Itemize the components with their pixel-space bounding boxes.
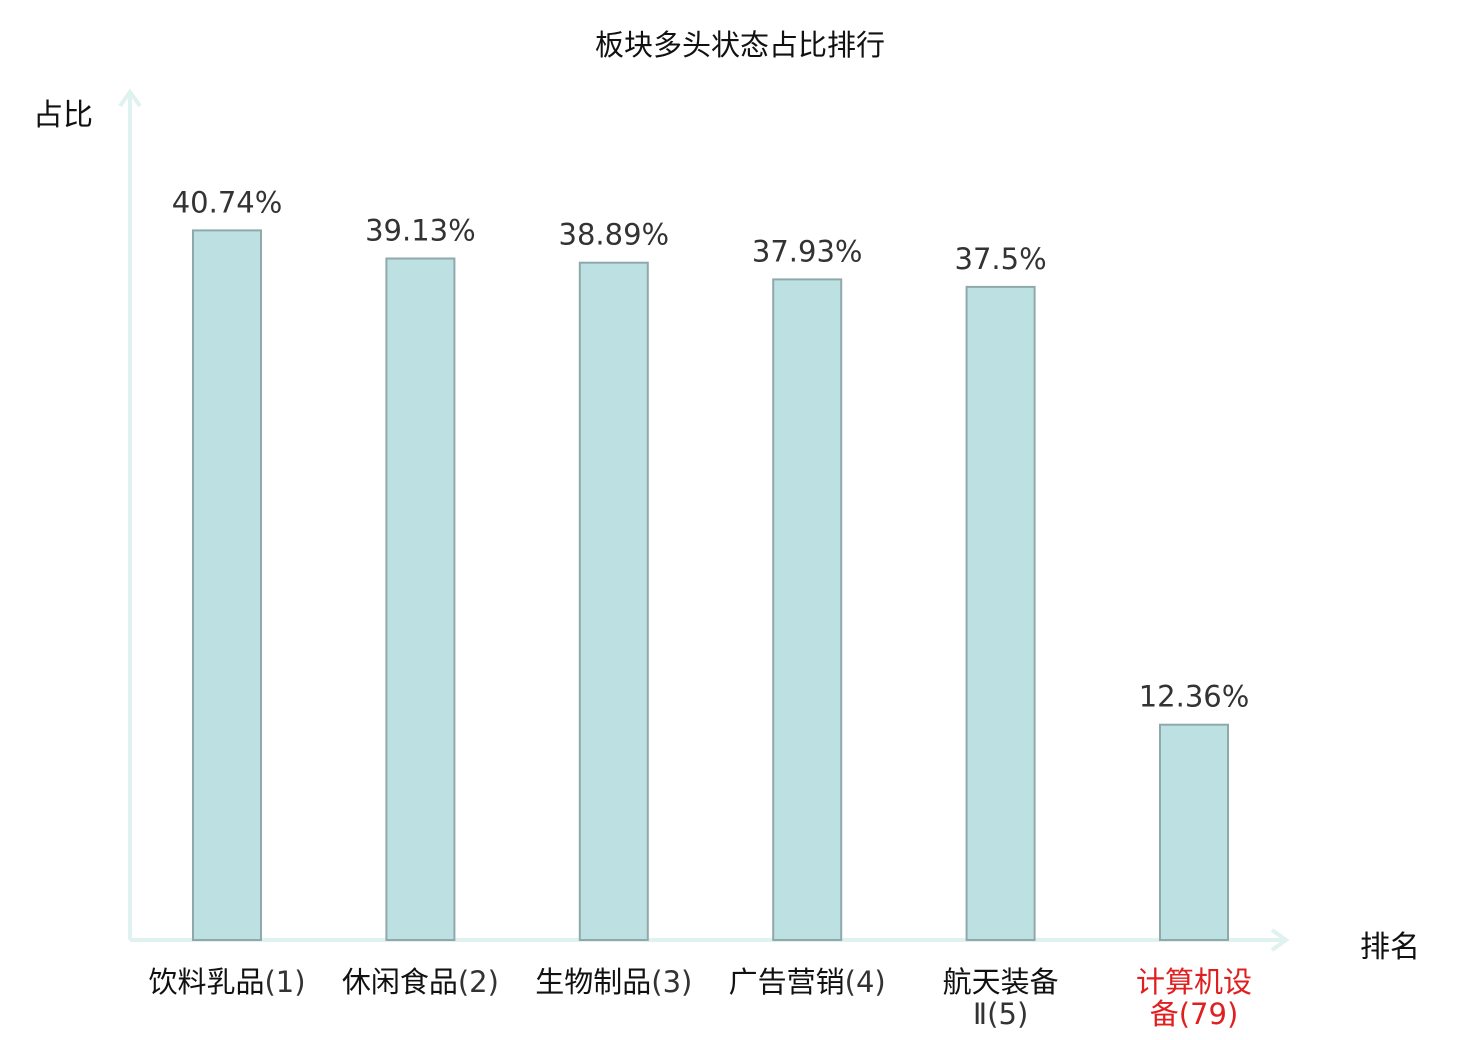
axes	[118, 88, 1290, 952]
category-name: 饮料乳品	[148, 965, 265, 999]
bar-1	[192, 229, 262, 941]
value-label-4: 37.93%	[752, 234, 863, 268]
category-name: 广告营销	[728, 965, 845, 999]
x-axis-arrow	[1270, 928, 1290, 952]
category-rank: (4)	[844, 965, 886, 999]
chart-title: 板块多头状态占比排行	[594, 28, 885, 62]
category-rank: 备(79)	[1149, 997, 1239, 1031]
category-label-5: 航天装备 Ⅱ(5)	[906, 966, 1096, 1030]
category-name: 计算机设	[1135, 965, 1252, 999]
category-name: 生物制品	[535, 965, 652, 999]
category-label-1: 饮料乳品(1)	[132, 966, 322, 998]
category-rank: (2)	[457, 965, 499, 999]
x-axis-label: 排名	[1360, 930, 1420, 965]
value-label-3: 38.89%	[559, 218, 670, 252]
category-name: 航天装备	[942, 965, 1059, 999]
category-rank: (1)	[264, 965, 306, 999]
bar-5	[965, 285, 1036, 941]
value-label-1: 40.74%	[172, 185, 283, 219]
category-rank: (3)	[651, 965, 693, 999]
value-label-5: 37.5%	[955, 242, 1047, 276]
category-label-3: 生物制品(3)	[519, 966, 709, 998]
y-axis-label: 占比	[33, 98, 93, 133]
category-rank: Ⅱ(5)	[972, 997, 1029, 1031]
category-name: 休闲食品	[341, 965, 458, 999]
value-labels-group: 40.74% 39.13% 38.89% 37.93% 37.5% 12.36%	[172, 185, 1250, 713]
category-label-6: 计算机设 备(79)	[1099, 966, 1289, 1030]
bar-4	[772, 278, 843, 941]
value-label-2: 39.13%	[365, 214, 476, 248]
bar-3	[578, 261, 649, 941]
bar-6	[1159, 723, 1229, 942]
value-label-6: 12.36%	[1139, 680, 1250, 714]
bars-group	[192, 229, 1229, 942]
y-axis-arrow	[118, 88, 142, 108]
category-label-4: 广告营销(4)	[712, 966, 902, 998]
bar-2	[385, 257, 456, 941]
category-label-2: 休闲食品(2)	[325, 966, 515, 998]
